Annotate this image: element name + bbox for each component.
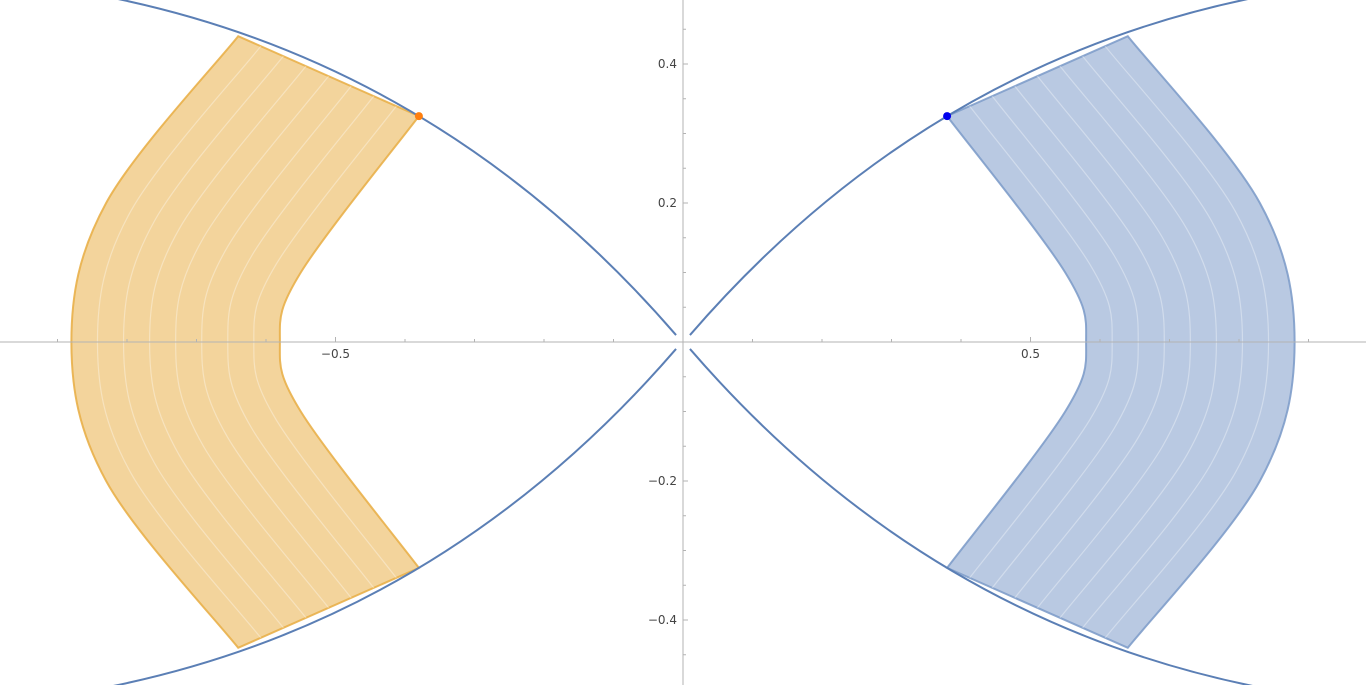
right-endpoint [943,112,952,121]
boundary-curve-3 [113,348,677,685]
left-endpoint [414,112,423,121]
tick-labels: −0.5 0.5 0.4 0.2 −0.2 −0.4 [321,57,1040,627]
x-tick-label: −0.5 [321,347,350,361]
y-tick-label: 0.2 [658,196,677,210]
x-tick-label: 0.5 [1021,347,1040,361]
boundary-curve-1 [689,348,1253,685]
y-tick-label: 0.4 [658,57,677,71]
y-tick-label: −0.2 [648,474,677,488]
points [414,112,952,121]
y-tick-label: −0.4 [648,613,677,627]
